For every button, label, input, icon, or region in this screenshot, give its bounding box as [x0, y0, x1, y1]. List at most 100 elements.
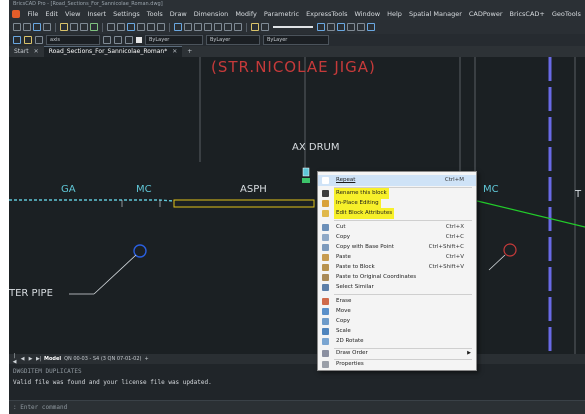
- menu-separator: [334, 348, 472, 349]
- road-label-asph: ASPH: [240, 184, 267, 195]
- layer-previous-icon[interactable]: [103, 36, 111, 44]
- menu-expresstools[interactable]: ExpressTools: [306, 10, 348, 18]
- menu-item-label: Paste to Original Coordinates: [336, 274, 417, 280]
- menu-dimension[interactable]: Dimension: [193, 10, 229, 18]
- filter-icon[interactable]: [317, 23, 325, 31]
- tab-document[interactable]: Road_Sections_For_Sannicolae_Roman* ✕: [43, 46, 183, 57]
- settings-icon[interactable]: [327, 23, 335, 31]
- snap-icon[interactable]: [157, 23, 165, 31]
- make-current-icon[interactable]: [114, 36, 122, 44]
- cut-icon[interactable]: [60, 23, 68, 31]
- last-layout-button[interactable]: ▶|: [36, 356, 42, 362]
- menu-item-erase[interactable]: Erase: [318, 296, 476, 307]
- previous-layout-button[interactable]: ◀: [20, 356, 25, 362]
- menu-item-select-similar[interactable]: Select Similar: [318, 282, 476, 293]
- menu-cadpower[interactable]: CADPower: [468, 10, 503, 18]
- grid-view-icon[interactable]: [357, 23, 365, 31]
- ucs-icon[interactable]: [174, 23, 182, 31]
- menu-item-edit-attributes[interactable]: Edit Block Attributes: [318, 208, 476, 219]
- drawing-canvas[interactable]: (STR.NICOLAE JIGA) AX DRUM GA MC ASPH MC…: [9, 57, 585, 354]
- menu-item-move[interactable]: Move: [318, 306, 476, 317]
- menu-item-repeat[interactable]: Repeat Ctrl+M: [318, 175, 476, 186]
- menu-item-draw-order[interactable]: Draw Order ▶: [318, 348, 476, 359]
- tab-model[interactable]: Model: [44, 356, 62, 362]
- zoom-previous-icon[interactable]: [224, 23, 232, 31]
- menu-insert[interactable]: Insert: [87, 10, 107, 18]
- menu-item-paste-original[interactable]: Paste to Original Coordinates: [318, 272, 476, 283]
- menu-settings[interactable]: Settings: [113, 10, 140, 18]
- close-icon[interactable]: ✕: [172, 48, 178, 55]
- tab-document-label: Road_Sections_For_Sannicolae_Roman*: [48, 48, 168, 55]
- linetype-dropdown[interactable]: ByLayer: [206, 35, 260, 45]
- menu-item-properties[interactable]: Properties: [318, 359, 476, 370]
- menu-modify[interactable]: Modify: [235, 10, 257, 18]
- menu-geotools[interactable]: GeoTools: [551, 10, 581, 18]
- tab-start-label: Start: [14, 48, 29, 55]
- menu-item-in-place-editing[interactable]: In-Place Editing: [318, 198, 476, 209]
- dimension-icon[interactable]: [261, 23, 269, 31]
- menu-view[interactable]: View: [64, 10, 81, 18]
- paste-icon: [322, 254, 329, 261]
- new-file-icon[interactable]: [13, 23, 21, 31]
- grid-icon[interactable]: [147, 23, 155, 31]
- insertion-grip-icon[interactable]: [302, 178, 310, 183]
- menu-edit[interactable]: Edit: [45, 10, 58, 18]
- zoom-icon[interactable]: [194, 23, 202, 31]
- tab-start[interactable]: Start ✕: [9, 47, 44, 57]
- selected-block-outline[interactable]: [173, 199, 315, 208]
- copy-icon[interactable]: [70, 23, 78, 31]
- layer-manager-icon[interactable]: [127, 23, 135, 31]
- regen-icon[interactable]: [234, 23, 242, 31]
- menu-help[interactable]: Help: [387, 10, 402, 18]
- paste-icon[interactable]: [80, 23, 88, 31]
- undo-icon[interactable]: [107, 23, 115, 31]
- lineweight-slider[interactable]: [273, 26, 313, 28]
- menu-separator: [334, 220, 472, 221]
- layer-dropdown[interactable]: axis: [46, 35, 100, 45]
- menu-item-rotate[interactable]: 2D Rotate: [318, 336, 476, 347]
- menu-item-copy[interactable]: Copy Ctrl+C: [318, 232, 476, 243]
- redo-icon[interactable]: [117, 23, 125, 31]
- color-dropdown[interactable]: ByLayer: [145, 35, 203, 45]
- next-layout-button[interactable]: ▶: [28, 356, 33, 362]
- layer-freeze-icon[interactable]: [35, 36, 43, 44]
- zoom-extents-icon[interactable]: [214, 23, 222, 31]
- close-icon[interactable]: ✕: [33, 48, 39, 55]
- open-file-icon[interactable]: [23, 23, 31, 31]
- menu-parametric[interactable]: Parametric: [263, 10, 300, 18]
- menu-window[interactable]: Window: [354, 10, 381, 18]
- menu-draw[interactable]: Draw: [169, 10, 187, 18]
- menu-item-paste-to-block[interactable]: Paste to Block Ctrl+Shift+V: [318, 262, 476, 273]
- layer-icon[interactable]: [13, 36, 21, 44]
- menu-tools[interactable]: Tools: [146, 10, 163, 18]
- command-input[interactable]: : Enter command: [9, 400, 585, 414]
- layer-match-icon[interactable]: [125, 36, 133, 44]
- layer-states-icon[interactable]: [337, 23, 345, 31]
- new-tab-button[interactable]: +: [187, 48, 193, 55]
- layout-icon[interactable]: [347, 23, 355, 31]
- zoom-window-icon[interactable]: [204, 23, 212, 31]
- match-properties-icon[interactable]: [90, 23, 98, 31]
- add-layout-button[interactable]: +: [144, 356, 149, 362]
- app-logo-icon[interactable]: [12, 10, 20, 18]
- save-icon[interactable]: [33, 23, 41, 31]
- print-icon[interactable]: [43, 23, 51, 31]
- lightbulb-icon[interactable]: [251, 23, 259, 31]
- first-layout-button[interactable]: |◀: [12, 353, 17, 365]
- menu-item-paste[interactable]: Paste Ctrl+V: [318, 252, 476, 263]
- menu-item-copy-entity[interactable]: Copy: [318, 316, 476, 327]
- help-icon[interactable]: [367, 23, 375, 31]
- menu-item-rename-block[interactable]: Rename this block: [318, 188, 476, 199]
- menu-spatial-manager[interactable]: Spatial Manager: [408, 10, 462, 18]
- menu-item-scale[interactable]: Scale: [318, 326, 476, 337]
- menu-file[interactable]: File: [27, 10, 39, 18]
- pan-icon[interactable]: [184, 23, 192, 31]
- tab-layout[interactable]: QN 00-03 - S4 (3 QN 07-01-02): [64, 356, 142, 362]
- properties-icon[interactable]: [137, 23, 145, 31]
- layer-on-icon[interactable]: [24, 36, 32, 44]
- menu-bricscad-plus[interactable]: BricsCAD+: [509, 10, 545, 18]
- menu-item-copy-base-point[interactable]: Copy with Base Point Ctrl+Shift+C: [318, 242, 476, 253]
- axis-grip-icon[interactable]: [302, 167, 310, 177]
- lineweight-dropdown[interactable]: ByLayer: [263, 35, 329, 45]
- menu-item-cut[interactable]: Cut Ctrl+X: [318, 222, 476, 233]
